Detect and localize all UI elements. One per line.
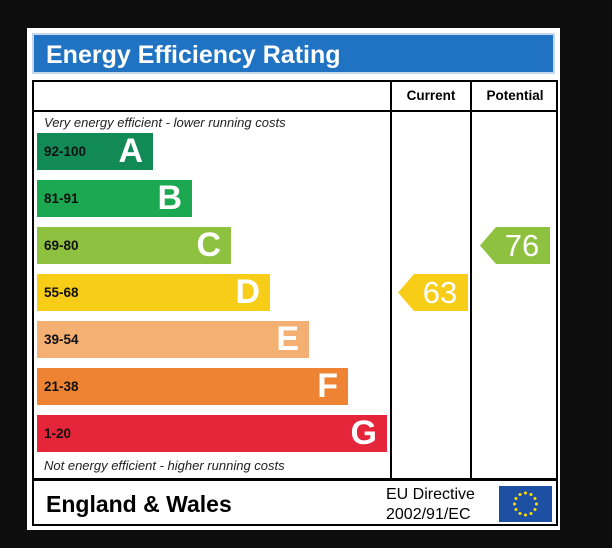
eu-star-icon <box>518 492 522 496</box>
eu-star-icon <box>524 513 527 517</box>
band-range-label: 69-80 <box>44 238 79 253</box>
band-range-label: 92-100 <box>44 144 87 159</box>
band-a: 92-100 A <box>37 133 153 170</box>
eu-star-icon <box>513 502 516 506</box>
header-divider <box>34 110 556 112</box>
region-label: England & Wales <box>46 491 232 517</box>
potential-rating-value: 76 <box>504 228 540 263</box>
directive-text: EU Directive 2002/91/EC <box>386 485 475 525</box>
band-letter-label: F <box>317 367 338 405</box>
band-range-label: 1-20 <box>44 426 72 441</box>
band-d: 55-68 D <box>37 274 270 311</box>
band-range-label: 55-68 <box>44 285 79 300</box>
epc-card: Energy Efficiency Rating Current Potenti… <box>27 28 560 530</box>
band-letter-label: A <box>118 132 143 170</box>
rating-chart: Current Potential Very energy efficient … <box>32 80 558 480</box>
band-e: 39-54 E <box>37 321 309 358</box>
band-letter-label: B <box>157 179 182 217</box>
potential-column-divider <box>470 82 472 478</box>
eu-flag-icon <box>499 486 552 522</box>
band-range-label: 81-91 <box>44 191 79 206</box>
band-f: 21-38 F <box>37 368 348 405</box>
potential-rating-arrow: 76 <box>480 227 550 264</box>
band-range-label: 21-38 <box>44 379 79 394</box>
eu-star-icon <box>514 497 518 500</box>
title-bar: Energy Efficiency Rating <box>32 33 555 74</box>
bottom-caption: Not energy efficient - higher running co… <box>44 458 285 473</box>
eu-star-icon <box>518 512 522 516</box>
current-rating-value: 63 <box>422 275 458 310</box>
eu-star-icon <box>529 492 533 496</box>
eu-star-icon <box>524 491 527 495</box>
eu-star-icon <box>535 502 538 506</box>
potential-column-header: Potential <box>486 88 544 103</box>
band-g: 1-20 G <box>37 415 387 452</box>
directive-line-2: 2002/91/EC <box>386 506 471 523</box>
band-range-label: 39-54 <box>44 332 79 347</box>
current-rating-arrow: 63 <box>398 274 468 311</box>
band-letter-label: C <box>196 226 221 264</box>
band-b: 81-91 B <box>37 180 192 217</box>
current-column-header: Current <box>406 88 456 103</box>
band-letter-label: G <box>350 414 377 452</box>
band-letter-label: E <box>276 320 299 358</box>
directive-line-1: EU Directive <box>386 486 475 503</box>
top-caption: Very energy efficient - lower running co… <box>44 115 286 130</box>
eu-star-icon <box>514 508 518 511</box>
eu-star-icon <box>533 497 537 500</box>
eu-star-icon <box>529 512 533 516</box>
band-c: 69-80 C <box>37 227 231 264</box>
chart-title: Energy Efficiency Rating <box>46 41 341 69</box>
band-letter-label: D <box>235 273 260 311</box>
current-column-divider <box>390 82 392 478</box>
eu-star-icon <box>533 508 537 511</box>
footer: England & Wales EU Directive 2002/91/EC <box>32 479 558 526</box>
